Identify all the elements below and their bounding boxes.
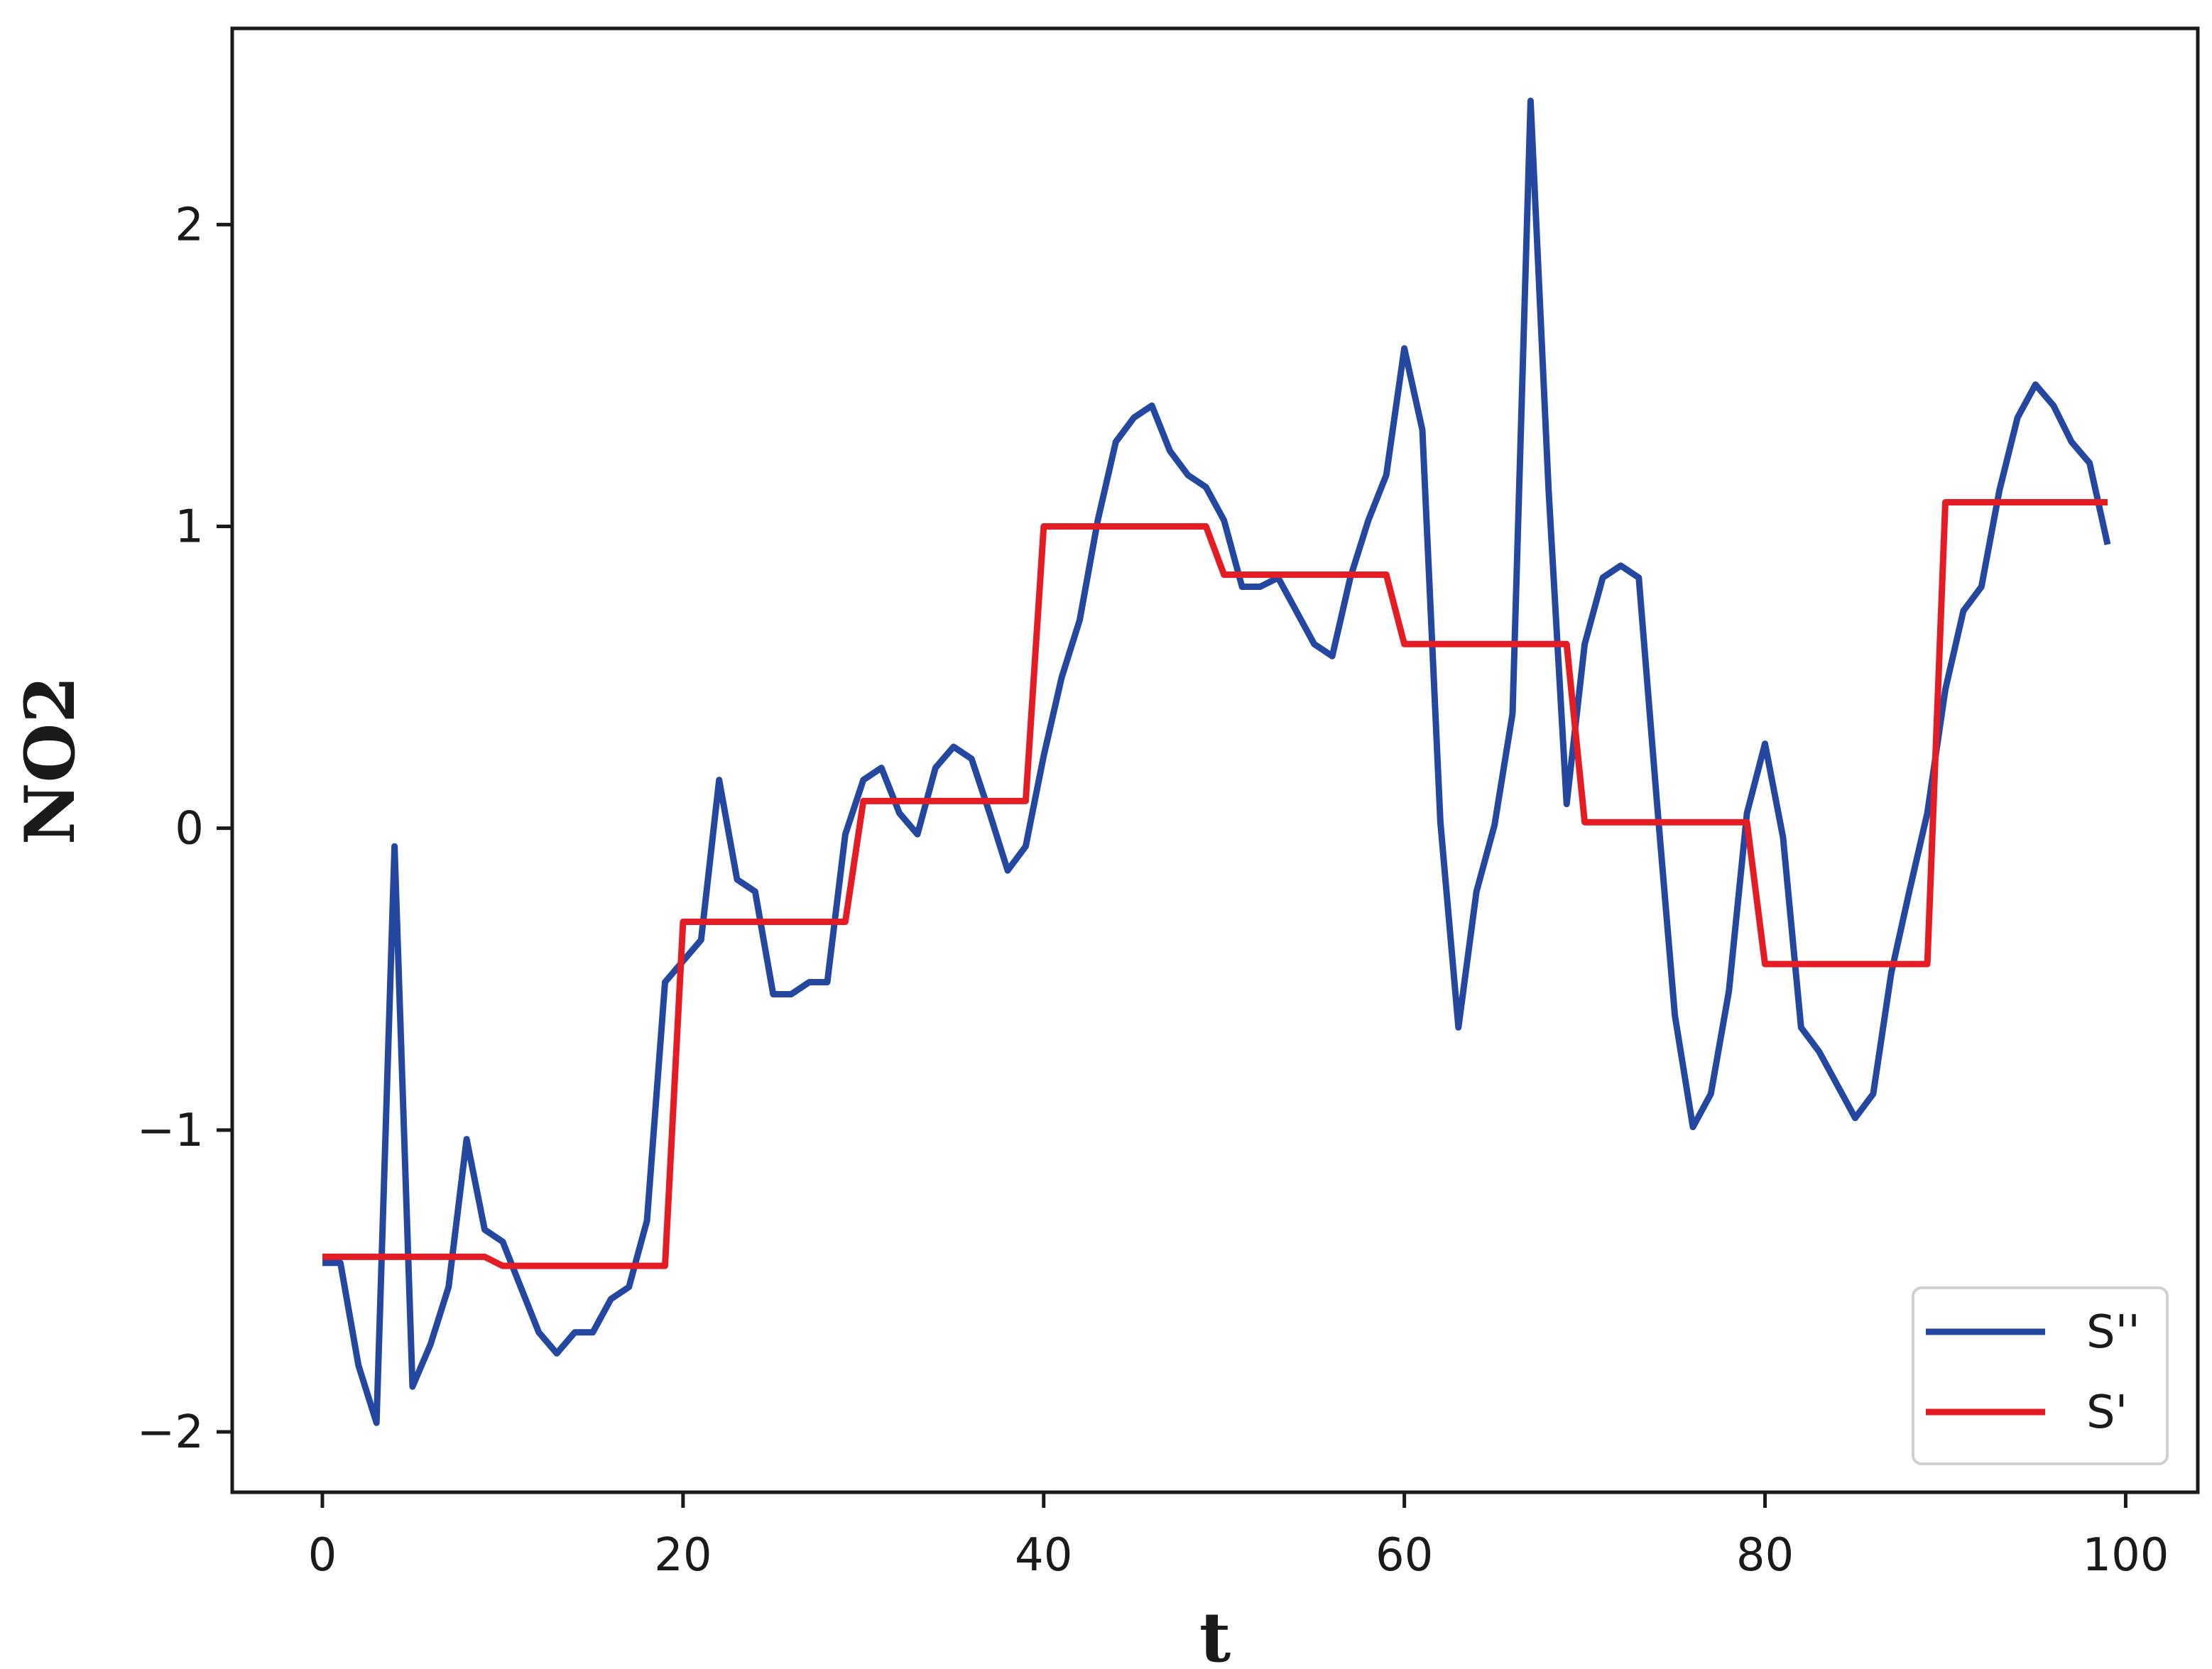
x-tick-label: 80 xyxy=(1736,1529,1794,1582)
series-layer xyxy=(322,97,2111,1426)
legend: S'' S' xyxy=(1912,1286,2169,1465)
y-tick-label: −1 xyxy=(137,1105,204,1157)
y-axis-ticks: −2 −1 0 1 2 xyxy=(137,199,232,1459)
series-line-s-prime xyxy=(322,499,2108,1269)
y-tick-label: −2 xyxy=(137,1406,204,1459)
y-tick-label: 0 xyxy=(175,803,204,855)
x-axis-title: t xyxy=(1199,1597,1231,1669)
legend-label-s-double-prime: S'' xyxy=(2086,1306,2140,1359)
x-tick-label: 20 xyxy=(654,1529,712,1582)
legend-label-s-prime: S' xyxy=(2086,1386,2127,1439)
x-tick-label: 40 xyxy=(1015,1529,1072,1582)
y-tick-label: 2 xyxy=(175,199,204,251)
x-axis-ticks: 0 20 40 60 80 100 xyxy=(308,1492,2169,1582)
x-tick-label: 60 xyxy=(1375,1529,1433,1582)
series-line-s-double-prime xyxy=(322,97,2111,1426)
y-axis-title: NO2 xyxy=(10,676,90,845)
plot-frame xyxy=(230,26,2200,1494)
x-tick-label: 100 xyxy=(2082,1529,2169,1582)
y-tick-label: 1 xyxy=(175,501,204,554)
x-tick-label: 0 xyxy=(308,1529,337,1582)
